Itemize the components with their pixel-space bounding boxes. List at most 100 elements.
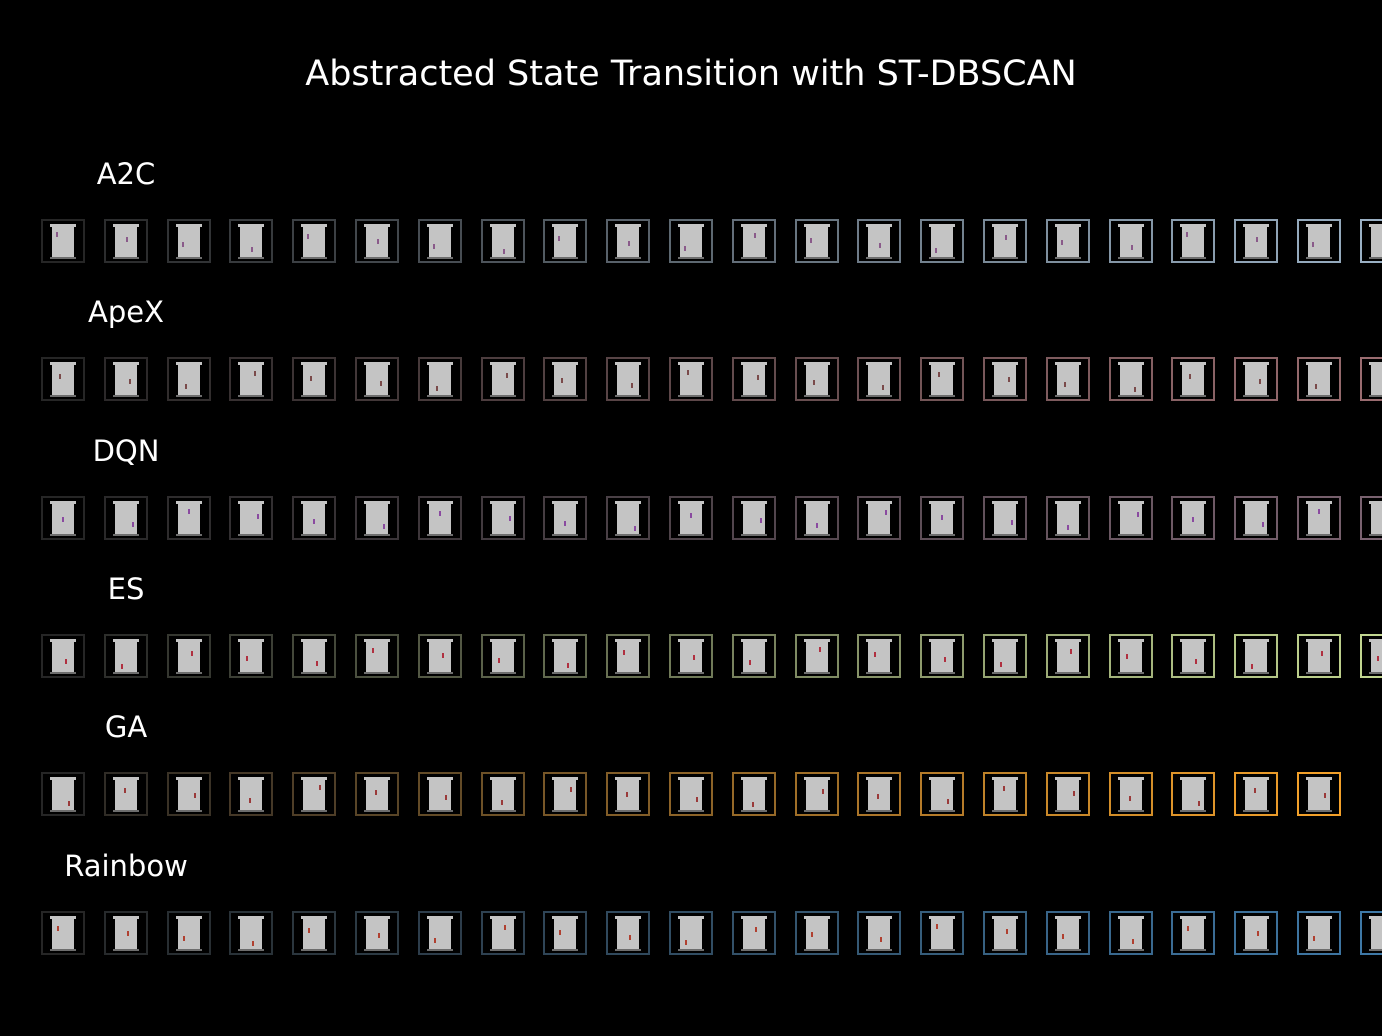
game-screen-thumbnail xyxy=(112,777,139,813)
player-sprite xyxy=(623,649,626,655)
player-sprite xyxy=(187,508,190,514)
player-sprite xyxy=(502,249,505,254)
game-screen-thumbnail xyxy=(1306,224,1332,259)
player-sprite xyxy=(444,795,447,801)
state-frame xyxy=(731,357,776,402)
state-frame xyxy=(166,357,211,402)
state-frame xyxy=(1171,219,1216,263)
game-screen-thumbnail xyxy=(992,224,1018,259)
state-frame xyxy=(606,219,651,263)
state-frame xyxy=(857,910,902,955)
player-sprite xyxy=(1131,938,1134,944)
state-frame xyxy=(731,772,776,817)
game-screen-thumbnail xyxy=(364,500,390,536)
state-frame xyxy=(920,219,965,263)
state-frame xyxy=(229,495,274,540)
game-screen-thumbnail xyxy=(929,362,956,398)
player-sprite xyxy=(308,927,311,933)
player-sprite xyxy=(1318,508,1320,514)
state-frame xyxy=(543,910,588,955)
state-frame xyxy=(292,357,337,402)
state-frame xyxy=(355,910,399,955)
state-frame xyxy=(480,357,525,402)
player-sprite xyxy=(938,372,941,378)
game-screen-thumbnail xyxy=(1243,500,1270,536)
player-sprite xyxy=(56,232,58,237)
player-sprite xyxy=(508,515,511,521)
row-label: DQN xyxy=(92,433,160,468)
player-sprite xyxy=(1061,933,1064,939)
state-frame xyxy=(983,495,1027,540)
game-screen-thumbnail xyxy=(992,777,1018,813)
player-sprite xyxy=(433,937,436,943)
state-frame xyxy=(103,495,148,540)
state-frame xyxy=(41,633,85,678)
state-frame xyxy=(983,772,1027,817)
game-screen-thumbnail xyxy=(1243,638,1270,674)
state-frame xyxy=(543,772,588,817)
player-sprite xyxy=(59,374,61,380)
state-frame xyxy=(920,633,965,678)
game-screen-thumbnail xyxy=(1054,638,1081,674)
game-screen-thumbnail xyxy=(1117,915,1144,951)
state-frame xyxy=(669,633,713,678)
player-sprite xyxy=(380,381,382,387)
player-sprite xyxy=(128,379,131,385)
state-frame xyxy=(794,219,839,263)
state-frame xyxy=(355,633,399,678)
state-frame xyxy=(1171,495,1216,540)
state-frame xyxy=(983,219,1027,263)
game-screen-thumbnail xyxy=(678,362,704,398)
player-sprite xyxy=(1254,788,1257,794)
player-sprite xyxy=(251,247,254,252)
state-frame xyxy=(1045,495,1090,540)
state-frame xyxy=(983,633,1027,678)
state-frame xyxy=(1297,495,1341,540)
player-sprite xyxy=(1003,786,1005,792)
state-frame xyxy=(606,495,651,540)
game-screen-thumbnail xyxy=(1054,500,1081,536)
state-frame xyxy=(1045,772,1090,817)
player-sprite xyxy=(1195,658,1198,664)
player-sprite xyxy=(68,801,70,807)
state-frame xyxy=(794,772,839,817)
state-frame xyxy=(417,357,462,402)
state-frame xyxy=(41,357,85,402)
game-screen-thumbnail xyxy=(992,500,1018,536)
game-screen-thumbnail xyxy=(615,224,642,259)
game-screen-thumbnail xyxy=(678,500,704,536)
state-frame xyxy=(292,772,337,817)
state-strip xyxy=(0,495,1382,541)
game-screen-thumbnail xyxy=(50,362,76,398)
game-screen-thumbnail xyxy=(615,638,642,674)
player-sprite xyxy=(690,512,692,518)
state-frame xyxy=(417,219,462,263)
player-sprite xyxy=(818,646,821,652)
state-frame xyxy=(355,772,399,817)
state-frame xyxy=(794,495,839,540)
player-sprite xyxy=(815,522,818,528)
state-frame xyxy=(543,495,588,540)
state-frame xyxy=(41,219,85,263)
state-frame xyxy=(731,495,776,540)
row-label: GA xyxy=(104,710,148,745)
player-sprite xyxy=(500,800,503,806)
player-sprite xyxy=(1189,374,1192,380)
game-screen-thumbnail xyxy=(803,362,830,398)
state-frame xyxy=(480,495,525,540)
player-sprite xyxy=(1125,653,1128,659)
game-screen-thumbnail xyxy=(1180,224,1207,259)
state-frame xyxy=(1045,219,1090,263)
game-screen-thumbnail xyxy=(364,777,390,813)
state-frame xyxy=(1234,219,1279,263)
player-sprite xyxy=(254,371,257,377)
player-sprite xyxy=(378,932,380,938)
player-sprite xyxy=(1259,379,1262,385)
game-screen-thumbnail xyxy=(1117,638,1144,674)
state-frame xyxy=(794,633,839,678)
game-screen-thumbnail xyxy=(740,638,767,674)
state-frame xyxy=(166,910,211,955)
player-sprite xyxy=(182,935,185,941)
state-frame xyxy=(1297,219,1341,263)
state-frame xyxy=(1297,910,1341,955)
